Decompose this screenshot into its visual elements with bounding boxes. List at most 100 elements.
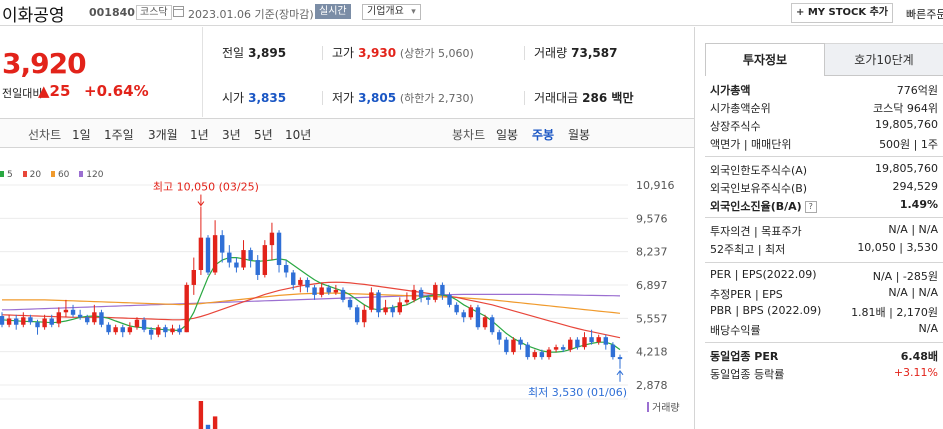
- candle: [191, 269, 196, 285]
- candle: [305, 279, 310, 288]
- candle: [468, 307, 474, 318]
- chart-period-bar: 선차트 1일 1주일 3개월 1년 3년 5년 10년 봉차트 일봉 주봉 월봉: [0, 118, 694, 148]
- volume-bar: [198, 401, 204, 429]
- company-overview-dropdown[interactable]: 기업개요 ▾: [362, 4, 421, 20]
- candle: [369, 292, 374, 310]
- candle-monthly[interactable]: 월봉: [568, 128, 591, 142]
- price-chart[interactable]: 10,916 9,576 8,237 6,897 5,557 4,218 2,878 최고 1…: [0, 163, 694, 429]
- current-price: 3,920: [2, 47, 87, 80]
- candle: [475, 307, 481, 328]
- stat-low: 저가 3,805 (하한가 2,730): [332, 91, 474, 105]
- info-value: N/A | N/A: [888, 223, 938, 236]
- candle: [525, 344, 530, 358]
- info-value: N/A | N/A: [888, 286, 938, 299]
- period-5y[interactable]: 5년: [254, 128, 273, 142]
- info-label: 외국인소진율(B/A)?: [710, 198, 817, 214]
- y-tick-label: 6,897: [636, 279, 668, 292]
- candle: [113, 327, 118, 333]
- tab-order-book[interactable]: 호가10단계: [825, 43, 943, 76]
- low-arrow-head: [616, 369, 624, 376]
- candle: [426, 297, 431, 300]
- candle: [99, 312, 104, 325]
- price-change-percent: +0.64%: [84, 82, 149, 100]
- candle: [291, 272, 296, 285]
- candle: [319, 287, 324, 295]
- candle-weekly[interactable]: 주봉: [532, 128, 555, 142]
- info-label: 외국인보유주식수(B): [710, 182, 808, 195]
- period-1y[interactable]: 1년: [190, 128, 209, 142]
- info-row: 투자의견 | 목표주가 N/A | N/A: [705, 221, 943, 239]
- realtime-button[interactable]: 실시간: [315, 4, 351, 19]
- stock-name: 이화공영: [2, 6, 65, 26]
- candle: [163, 327, 168, 333]
- candle-daily[interactable]: 일봉: [496, 128, 519, 142]
- info-value: 1.81배 | 2,170원: [851, 306, 938, 319]
- candle: [283, 265, 289, 273]
- period-10y[interactable]: 10년: [285, 128, 312, 142]
- stock-code: 001840: [89, 6, 135, 19]
- info-value: 294,529: [892, 180, 939, 193]
- candle: [340, 289, 346, 300]
- line-chart-label: 선차트: [28, 128, 62, 142]
- help-icon[interactable]: ?: [804, 201, 817, 213]
- add-mystock-button[interactable]: + MY STOCK 추가: [791, 3, 893, 23]
- candle: [333, 289, 339, 293]
- stat-volume: 거래량 73,587: [534, 46, 618, 60]
- candle: [461, 312, 466, 318]
- info-value: 19,805,760: [875, 118, 938, 131]
- info-row: 시가총액순위 코스닥 964위: [705, 98, 943, 116]
- stat-trade-amount: 거래대금 286 백만: [534, 91, 634, 105]
- candle: [148, 329, 154, 335]
- candle: [63, 309, 69, 313]
- info-label: 시가총액순위: [710, 102, 771, 115]
- candle: [560, 347, 566, 350]
- candle: [383, 307, 388, 313]
- investment-info-panel: 투자정보 호가10단계 시가총액 776억원 시가총액순위 코스닥 964위 상장주식수…: [705, 43, 943, 429]
- candle: [70, 309, 76, 315]
- tab-investment-info[interactable]: 투자정보: [705, 43, 825, 76]
- candle: [14, 318, 19, 325]
- period-3m[interactable]: 3개월: [148, 128, 178, 142]
- volume-bar: [205, 424, 211, 429]
- period-1d[interactable]: 1일: [72, 128, 91, 142]
- change-label: 전일대비: [2, 87, 43, 100]
- y-tick-label: 9,576: [636, 212, 668, 225]
- period-1w[interactable]: 1주일: [104, 128, 134, 142]
- candle: [454, 304, 459, 313]
- info-value: 코스닥 964위: [873, 102, 938, 115]
- divider: [705, 342, 943, 343]
- price-stats: 전일 3,895 고가 3,930 (상한가 5,060) 거래량 73,587 시가…: [204, 27, 694, 117]
- volume-marker: [647, 402, 649, 412]
- divider: [705, 156, 943, 157]
- candle: [6, 318, 12, 325]
- legend-ma5: 5: [0, 170, 13, 180]
- candle: [198, 237, 204, 270]
- candle: [532, 352, 537, 358]
- candle: [376, 292, 381, 313]
- candle: [546, 349, 552, 358]
- candle: [241, 250, 246, 268]
- candle: [269, 232, 275, 246]
- divider: [524, 46, 525, 60]
- candle: [390, 307, 395, 313]
- candle: [56, 312, 62, 324]
- info-row: 52주최고 | 최저 10,050 | 3,530: [705, 239, 943, 257]
- candle: [575, 339, 580, 348]
- candle: [347, 299, 353, 308]
- info-label: 52주최고 | 최저: [710, 243, 786, 256]
- stock-header: 이화공영 001840 코스닥 2023.01.06 기준(장마감) 실시간 기…: [0, 0, 943, 26]
- divider: [524, 91, 525, 105]
- candle: [141, 319, 147, 330]
- info-value: N/A: [918, 322, 938, 335]
- period-3y[interactable]: 3년: [222, 128, 241, 142]
- legend-ma120: 120: [79, 170, 103, 180]
- info-row: 배당수익률 N/A: [705, 320, 943, 338]
- info-label: 외국인한도주식수(A): [710, 164, 808, 177]
- info-label: 액면가 | 매매단위: [710, 138, 792, 151]
- quick-order-link[interactable]: 빠른주문: [906, 8, 943, 21]
- candle: [603, 337, 608, 345]
- candle: [106, 324, 111, 333]
- candle: [248, 250, 253, 261]
- candle: [404, 299, 410, 303]
- stat-high: 고가 3,930 (상한가 5,060): [332, 46, 474, 60]
